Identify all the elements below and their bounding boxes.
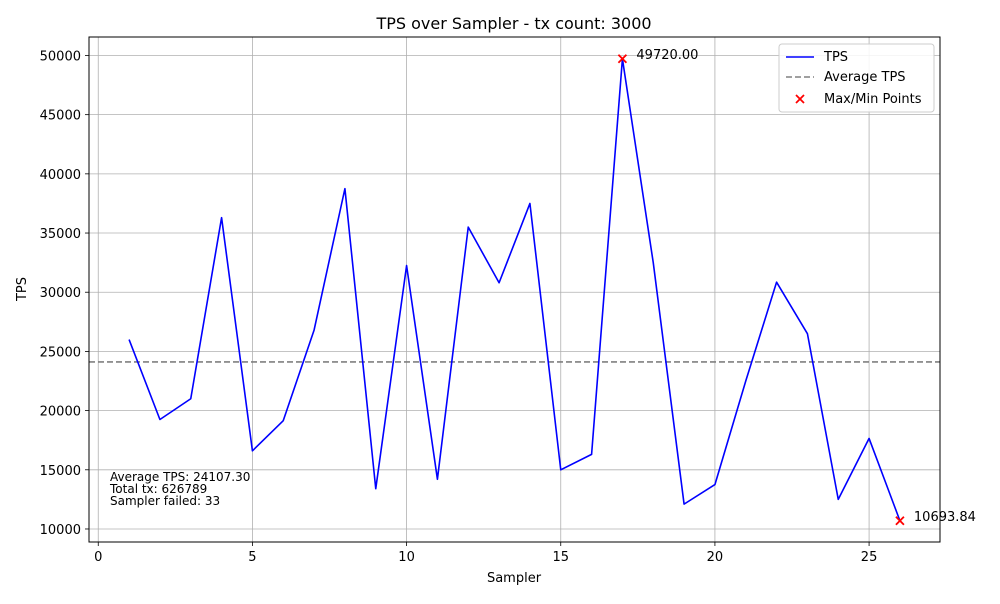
- y-tick-label: 35000: [40, 227, 81, 242]
- extreme-markers: 49720.00 10693.84: [617, 48, 976, 526]
- y-tick-label: 40000: [40, 168, 81, 183]
- y-tick-label: 45000: [40, 109, 81, 124]
- x-axis-label: Sampler: [487, 571, 542, 586]
- x-tick-label: 5: [248, 550, 256, 565]
- extreme-point-label: 10693.84: [914, 510, 976, 525]
- chart-title: TPS over Sampler - tx count: 3000: [375, 14, 651, 33]
- legend-box: [778, 43, 935, 113]
- axis-ticks: 0 5 10 15 20 25 10000 15000 20000 25000 30000 35000…: [40, 49, 878, 565]
- y-tick-label: 25000: [40, 345, 81, 360]
- y-axis-label: TPS: [15, 277, 30, 302]
- legend-tps-label: TPS: [823, 50, 848, 65]
- x-tick-label: 20: [707, 550, 724, 565]
- extreme-point-label: 49720.00: [636, 48, 698, 63]
- legend-average-label: Average TPS: [824, 70, 906, 85]
- extreme-point-marker: [895, 516, 905, 526]
- y-tick-label: 30000: [40, 286, 81, 301]
- x-tick-label: 10: [398, 550, 415, 565]
- y-tick-label: 15000: [40, 464, 81, 479]
- x-tick-label: 15: [552, 550, 569, 565]
- legend-marker-swatch: [795, 94, 805, 104]
- extreme-point-marker: [617, 54, 628, 64]
- stats-failed: Sampler failed: 33: [110, 494, 220, 508]
- x-tick-label: 0: [94, 550, 102, 565]
- stats-average: Average TPS: 24107.30: [110, 470, 250, 484]
- tps-series-line: [128, 57, 901, 522]
- y-tick-label: 10000: [40, 523, 81, 538]
- stats-box: Average TPS: 24107.30 Total tx: 626789 S…: [109, 470, 250, 508]
- legend-marker-label: Max/Min Points: [824, 92, 922, 107]
- y-tick-label: 50000: [40, 49, 81, 64]
- legend: TPS Average TPS Max/Min Points: [778, 43, 935, 113]
- plot-frame: [88, 36, 941, 543]
- grid: [89, 37, 940, 542]
- x-tick-label: 25: [861, 550, 878, 565]
- y-tick-label: 20000: [40, 405, 81, 420]
- stats-total: Total tx: 626789: [109, 482, 207, 496]
